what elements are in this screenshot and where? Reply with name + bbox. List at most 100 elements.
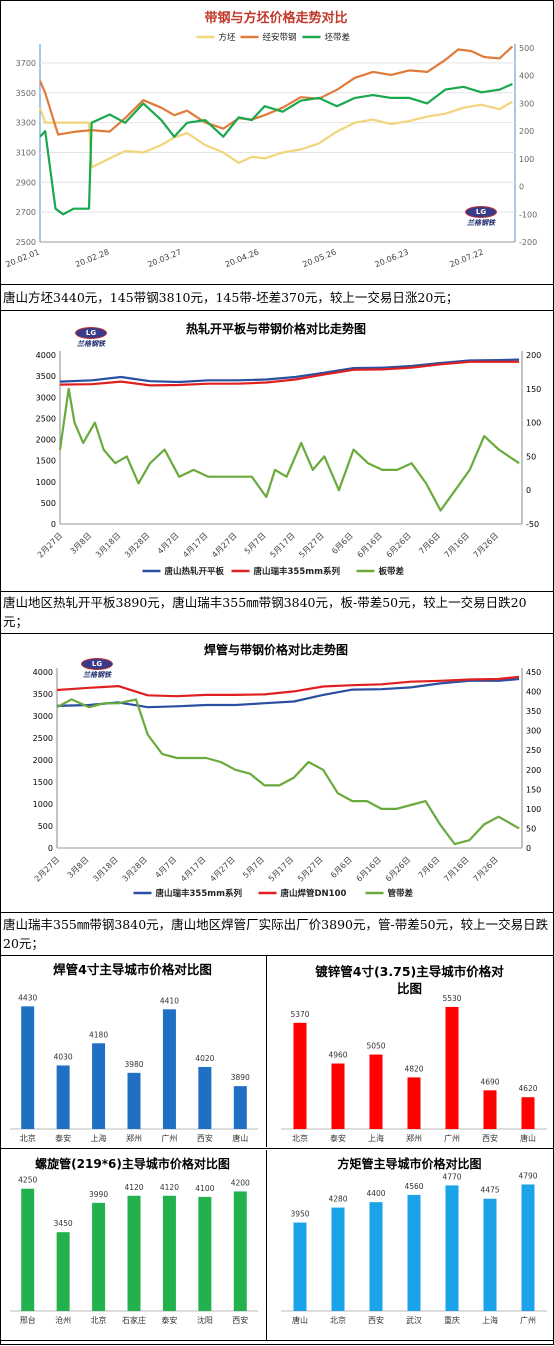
legend-label: 唐山瑞丰355mm系列	[254, 566, 341, 577]
divider	[0, 633, 554, 634]
brand-logo-text: 兰格钢铁	[83, 670, 111, 679]
series-line	[38, 100, 513, 169]
bar	[92, 1043, 106, 1129]
chart-title: 镀锌管4寸(3.75)主导城市价格对	[315, 964, 504, 979]
series-line	[39, 82, 513, 216]
x-tick-label: 20.04.26	[224, 248, 260, 270]
bar-value-label: 4030	[54, 1052, 73, 1061]
divider	[0, 591, 554, 592]
x-tick-label: 3月8日	[66, 855, 91, 880]
bar-value-label: 4770	[442, 1172, 461, 1181]
y-left-tick-label: 2700	[16, 208, 36, 217]
welded-pipe-strip-chart: 焊管与带钢价格对比走势图0500100015002000250030003500…	[33, 642, 542, 899]
category-label: 重庆	[444, 1315, 460, 1325]
category-label: 广州	[161, 1133, 177, 1143]
category-label: 沈阳	[197, 1315, 213, 1325]
x-tick-label: 3月18日	[94, 531, 122, 559]
x-tick-label: 20.06.23	[374, 248, 410, 270]
bar-value-label: 4180	[89, 1030, 108, 1039]
legend-label: 坯带差	[325, 32, 351, 43]
y-left-tick-label: 2500	[36, 414, 56, 423]
y-right-tick-label: 300	[526, 727, 541, 736]
bar	[127, 1072, 141, 1129]
category-label: 西安	[197, 1133, 213, 1143]
y-right-tick-label: 0	[526, 844, 531, 853]
x-tick-label: 4月27日	[208, 855, 236, 883]
y-left-tick-label: 3100	[16, 148, 36, 157]
x-tick-label: 20.05.26	[301, 248, 337, 270]
category-label: 泰安	[161, 1315, 177, 1325]
category-label: 广州	[444, 1133, 460, 1143]
series-line	[59, 360, 520, 387]
category-label: 北京	[292, 1133, 308, 1143]
brand-logo-text: 兰格钢铁	[467, 218, 495, 227]
x-tick-label: 3月18日	[91, 855, 119, 883]
y-right-tick-label: 150	[526, 385, 541, 394]
x-tick-label: 4月7日	[156, 531, 181, 556]
chart-title: 方矩管主导城市价格对比图	[337, 1156, 481, 1171]
x-tick-label: 6月16日	[355, 855, 383, 883]
category-label: 石家庄	[122, 1315, 146, 1325]
y-left-tick-label: 4000	[33, 668, 53, 677]
chart-title: 螺旋管(219*6)主导城市价格对比图	[35, 1156, 230, 1171]
x-tick-label: 5月17日	[268, 531, 296, 559]
divider	[0, 1340, 554, 1341]
y-left-tick-label: 2000	[36, 436, 56, 445]
y-right-tick-label: 0	[526, 486, 531, 495]
y-right-tick-label: 150	[526, 785, 541, 794]
caption-plate-strip: 唐山地区热轧开平板3890元，唐山瑞丰355㎜带钢3840元，板-带差50元，较…	[3, 595, 527, 629]
bar	[198, 1066, 212, 1129]
x-tick-label: 2月27日	[33, 855, 61, 883]
bar	[407, 1077, 421, 1129]
series-line	[58, 387, 520, 512]
bar-value-label: 5530	[442, 994, 461, 1003]
y-left-tick-label: 1500	[36, 457, 56, 466]
x-tick-label: 2月27日	[36, 531, 64, 559]
category-label: 广州	[520, 1315, 536, 1325]
brand-logo-badge: LG	[75, 327, 107, 339]
y-left-tick-label: 500	[38, 822, 53, 831]
bar	[521, 1097, 535, 1129]
divider	[0, 912, 554, 913]
y-right-tick-label: 100	[526, 419, 541, 428]
category-label: 沧州	[55, 1315, 71, 1325]
brand-logo: LG 兰格钢铁	[74, 658, 120, 679]
x-tick-label: 4月17日	[181, 531, 209, 559]
y-right-tick-label: 400	[526, 688, 541, 697]
category-label: 上海	[91, 1133, 107, 1143]
x-tick-label: 7月6日	[417, 531, 442, 556]
category-label: 西安	[482, 1133, 498, 1143]
category-label: 武汉	[406, 1315, 422, 1325]
x-tick-label: 7月16日	[443, 531, 471, 559]
x-tick-label: 4月17日	[179, 855, 207, 883]
category-label: 泰安	[55, 1133, 71, 1143]
chart-title: 焊管4寸主导城市价格对比图	[53, 962, 212, 977]
category-label: 邢台	[20, 1315, 36, 1325]
caption-pipe-strip: 唐山瑞丰355㎜带钢3840元，唐山地区焊管厂实际出厂价3890元，管-带差50…	[3, 917, 549, 951]
x-tick-label: 5月27日	[297, 531, 325, 559]
bar	[127, 1195, 141, 1311]
category-label: 北京	[330, 1315, 346, 1325]
x-tick-label: 5月17日	[267, 855, 295, 883]
legend-label: 唐山热轧开平板	[165, 566, 225, 577]
category-label: 上海	[368, 1133, 384, 1143]
brand-logo-badge: LG	[465, 206, 497, 218]
x-tick-label: 6月16日	[355, 531, 383, 559]
x-tick-label: 3月28日	[123, 531, 151, 559]
divider	[0, 284, 554, 285]
y-left-tick-label: 3000	[36, 393, 56, 402]
bar-value-label: 4100	[195, 1184, 214, 1193]
bar	[483, 1198, 497, 1311]
y-right-tick-label: 300	[519, 99, 534, 108]
category-label: 西安	[232, 1315, 248, 1325]
bar-value-label: 5370	[290, 1010, 309, 1019]
y-right-tick-label: -100	[519, 210, 537, 219]
category-label: 上海	[482, 1315, 498, 1325]
bar	[331, 1063, 345, 1129]
bar-value-label: 3980	[124, 1060, 143, 1069]
bar-value-label: 4120	[124, 1183, 143, 1192]
bar-value-label: 4280	[328, 1195, 347, 1204]
bar-value-label: 4410	[160, 996, 179, 1005]
y-right-tick-label: 500	[519, 44, 534, 53]
bar	[162, 1009, 176, 1129]
